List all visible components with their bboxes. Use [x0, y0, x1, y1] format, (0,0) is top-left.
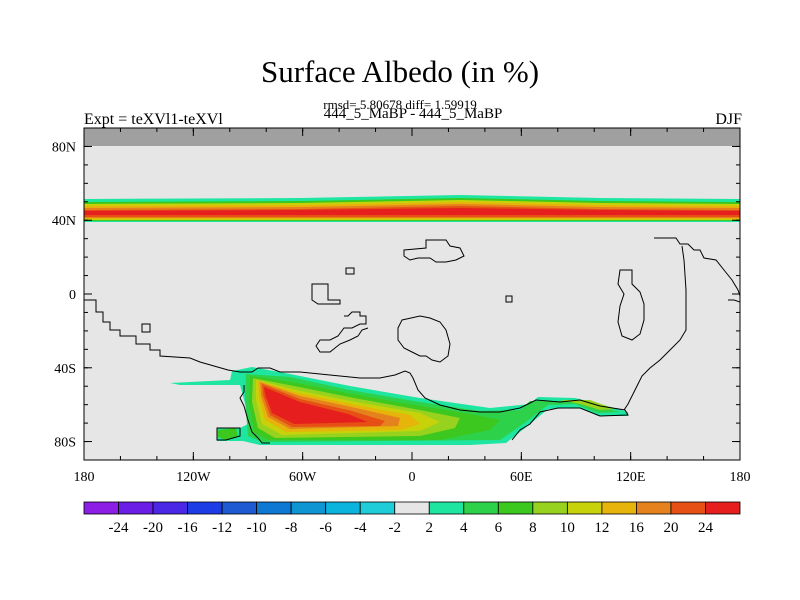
colorbar-swatch	[394, 501, 430, 515]
colorbar-label: -20	[143, 520, 163, 536]
lon-tick-label: 120W	[176, 470, 211, 485]
colorbar-label: 2	[426, 520, 434, 536]
colorbar-label: 6	[495, 520, 503, 536]
lon-tick-label: 60W	[289, 470, 317, 485]
season-label: DJF	[715, 111, 742, 128]
colorbar-swatch	[359, 501, 396, 515]
colorbar-label: 10	[560, 520, 575, 536]
lat-tick-label: 40S	[54, 362, 76, 377]
colorbar-label: -2	[388, 520, 401, 536]
colorbar-label: -4	[354, 520, 367, 536]
colorbar-swatch	[566, 501, 603, 515]
lon-tick-label: 120E	[616, 470, 646, 485]
colorbar-label: -12	[212, 520, 232, 536]
colorbar-label: -8	[285, 520, 298, 536]
coastlines	[84, 237, 740, 444]
colorbar-swatch	[256, 501, 292, 515]
lat-tick-label: 0	[69, 288, 76, 303]
colorbar-label: 16	[629, 520, 645, 536]
experiment-subtitle: 444_5_MaBP - 444_5_MaBP	[323, 106, 503, 122]
colorbar-label: 12	[594, 520, 609, 536]
colorbar-swatch	[187, 501, 223, 515]
colorbar-label: 20	[663, 520, 678, 536]
lon-tick-label: 180	[730, 470, 751, 485]
colorbar-swatch	[705, 501, 741, 515]
northern-albedo-band	[84, 195, 740, 222]
colorbar-label: -6	[319, 520, 332, 536]
colorbar-swatch	[290, 501, 327, 515]
colorbar-label: 4	[460, 520, 468, 536]
colorbar-label: 24	[698, 520, 714, 536]
colorbar-swatch	[325, 501, 361, 515]
colorbar-swatch	[83, 501, 119, 515]
colorbar-label: -24	[109, 520, 129, 536]
latitude-ticks: 80N 40N 0 40S 80S	[52, 140, 740, 451]
colorbar-swatch	[636, 501, 672, 515]
colorbar-swatch	[601, 501, 637, 515]
colorbar-label: -10	[247, 520, 267, 536]
stats-text: rmsd= 5.80678 diff= 1.59919	[323, 97, 477, 112]
colorbar-swatch	[532, 501, 568, 515]
lat-tick-label: 80S	[54, 436, 76, 451]
colorbar-swatch	[152, 501, 188, 515]
lat-tick-label: 80N	[52, 140, 76, 155]
colorbar-swatch	[497, 501, 534, 515]
page-title: Surface Albedo (in %)	[260, 54, 540, 89]
colorbar-swatch	[118, 501, 154, 515]
colorbar-swatch	[221, 501, 258, 515]
colorbar-label: 8	[529, 520, 537, 536]
longitude-ticks: 180 120W 60W 0 60E 120E 180	[74, 128, 751, 485]
lon-tick-label: 60E	[510, 470, 533, 485]
colorbar: -24 -20 -16 -12 -10 -8 -6 -4 -2 2 4 6 8 10 12 16 20 24	[83, 501, 741, 536]
polar-band	[84, 128, 740, 146]
lat-tick-label: 40N	[52, 214, 76, 229]
colorbar-swatch	[463, 501, 499, 515]
colorbar-label: -16	[178, 520, 198, 536]
colorbar-swatch	[428, 501, 465, 515]
southern-albedo-plume	[170, 367, 628, 445]
lon-tick-label: 180	[74, 470, 95, 485]
colorbar-swatch	[670, 501, 706, 515]
expt-label: Expt = teXVl1-teXVl	[84, 111, 223, 128]
lon-tick-label: 0	[409, 470, 416, 485]
